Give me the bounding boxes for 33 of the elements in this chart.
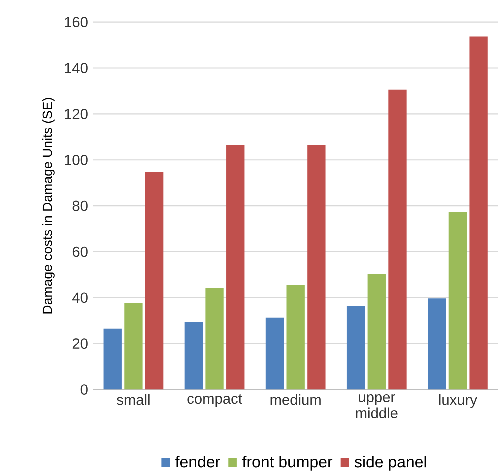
y-axis-title: Damage costs in Damage Units (SE) (42, 98, 55, 314)
legend-label: fender (176, 456, 220, 468)
bar (184, 322, 204, 390)
x-tick-label: compact (188, 394, 242, 408)
y-tick-label: 160 (65, 17, 88, 28)
bar (368, 274, 386, 390)
x-tick-label: medium (270, 394, 321, 406)
legend-label: side panel (354, 456, 426, 471)
bar (145, 172, 164, 390)
y-tick-label: 60 (72, 246, 88, 258)
bar (388, 90, 407, 390)
bar (104, 328, 122, 390)
x-tick-label: luxury (439, 394, 478, 408)
y-tick-label: 0 (80, 384, 88, 396)
x-tick-label: upper middle (356, 394, 398, 419)
bar (428, 298, 446, 390)
y-tick-label: 20 (72, 338, 88, 350)
bar (448, 212, 468, 390)
legend-label: front bumper (242, 456, 333, 471)
y-tick-label: 120 (65, 109, 88, 120)
y-tick-label: 100 (65, 155, 88, 166)
y-tick-label: 40 (72, 292, 88, 304)
bar (308, 145, 326, 390)
x-tick-label: small (117, 394, 150, 406)
y-tick-label: 80 (72, 200, 88, 212)
bar (470, 36, 488, 390)
bar (226, 145, 245, 390)
bar (206, 288, 224, 390)
bar (266, 318, 284, 390)
bar (286, 285, 305, 390)
bar (346, 306, 366, 390)
y-tick-label: 140 (65, 63, 88, 74)
bar (124, 303, 143, 390)
